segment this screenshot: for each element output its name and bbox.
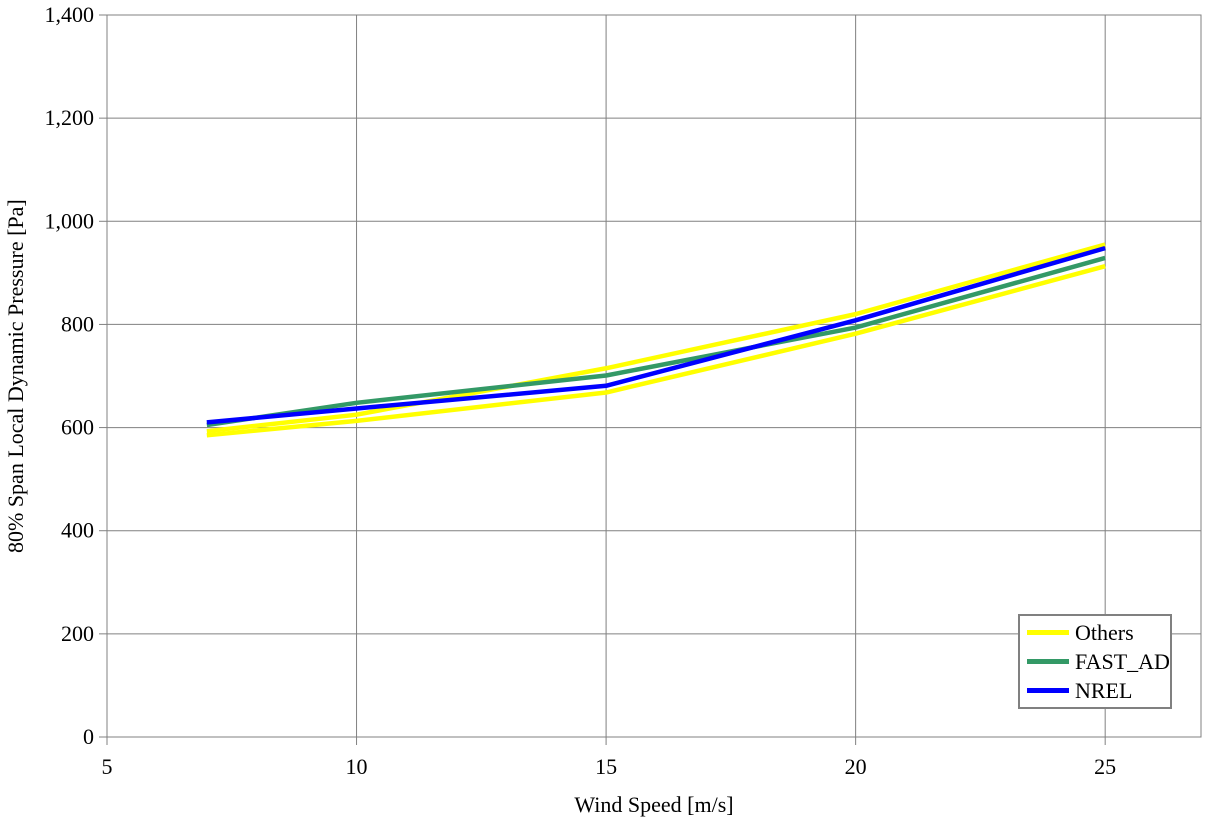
x-axis-title: Wind Speed [m/s] [574, 792, 734, 817]
legend: Others FAST_AD NREL [1018, 614, 1172, 709]
x-tick-label: 25 [1094, 754, 1116, 779]
legend-label-nrel: NREL [1075, 677, 1133, 703]
y-tick-label: 1,200 [45, 105, 95, 130]
others-line-swatch [1027, 630, 1069, 635]
y-tick-label: 400 [61, 518, 94, 543]
series-line-fast_ad-2 [206, 255, 1106, 428]
plot-border [106, 14, 1202, 738]
x-tick-label: 10 [346, 754, 368, 779]
legend-item-nrel: NREL [1027, 676, 1166, 705]
x-tick-label: 20 [845, 754, 867, 779]
tick-labels: 0 200 400 600 800 1,000 1,200 1,400 5 10 15 20 25 [45, 2, 1117, 779]
fast-ad-line-swatch [1027, 659, 1069, 664]
y-tick-label: 1,400 [45, 2, 95, 27]
y-tick-label: 800 [61, 311, 94, 336]
y-tick-label: 600 [61, 415, 94, 440]
series-line-nrel-3 [206, 245, 1106, 425]
legend-label-fast-ad: FAST_AD [1075, 648, 1170, 674]
series-line-others-0 [206, 242, 1106, 434]
legend-label-others: Others [1075, 619, 1134, 645]
series-line-others-1 [206, 263, 1106, 438]
tick-marks [99, 14, 1106, 745]
series-lines [206, 242, 1106, 438]
x-tick-label: 15 [595, 754, 617, 779]
y-tick-label: 200 [61, 621, 94, 646]
y-tick-label: 1,000 [45, 208, 95, 233]
y-axis-title: 80% Span Local Dynamic Pressure [Pa] [3, 199, 28, 553]
legend-item-others: Others [1027, 618, 1166, 647]
y-tick-label: 0 [83, 724, 94, 749]
nrel-line-swatch [1027, 688, 1069, 693]
legend-item-fast-ad: FAST_AD [1027, 647, 1170, 676]
x-tick-label: 5 [102, 754, 113, 779]
